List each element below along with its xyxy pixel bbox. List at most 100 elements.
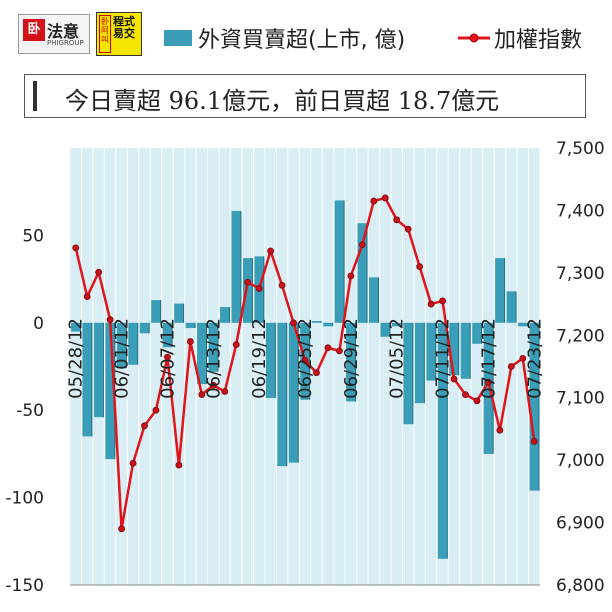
chengshi-logo-box: 卧阿叫 <box>99 15 111 53</box>
index-point-07/10/12 <box>427 300 435 308</box>
bar-07/09/12 <box>414 322 425 404</box>
index-point-07/03/12 <box>370 197 378 205</box>
index-point-05/31/12 <box>106 316 114 324</box>
bar-06/01/12 <box>116 322 127 369</box>
y-left-tick: -150 <box>5 576 44 596</box>
headline-bar <box>33 81 37 111</box>
index-point-06/22/12 <box>290 319 297 327</box>
index-point-07/05/12 <box>393 216 401 224</box>
bar-06/28/12 <box>334 200 345 323</box>
bar-07/03/12 <box>369 277 379 323</box>
index-point-06/20/12 <box>267 247 275 255</box>
y-right-tick: 7,000 <box>556 451 605 471</box>
y-right-tick: 6,800 <box>556 576 605 596</box>
fayi-logo: 卧 法意 PHIGROUP <box>18 14 90 54</box>
index-point-06/07/12 <box>164 353 171 361</box>
index-point-06/29/12 <box>347 272 355 280</box>
bar-07/18/12 <box>495 258 505 323</box>
x-tick-label: 07/17/12 <box>478 318 499 399</box>
bar-07/12/12 <box>449 322 459 376</box>
bar-05/29/12 <box>82 322 92 437</box>
index-point-07/12/12 <box>450 375 458 383</box>
y-left-tick: -100 <box>5 489 44 509</box>
index-point-06/25/12 <box>301 356 309 364</box>
fayi-logo-sub: PHIGROUP <box>47 39 84 47</box>
x-tick-label: 07/05/12 <box>387 318 408 399</box>
x-tick-label: 06/01/12 <box>112 318 133 399</box>
index-point-07/11/12 <box>439 297 446 305</box>
bar-05/30/12 <box>93 322 104 418</box>
bar-05/31/12 <box>105 322 115 460</box>
index-point-06/14/12 <box>221 388 229 395</box>
index-point-07/06/12 <box>404 225 412 233</box>
index-point-06/27/12 <box>324 344 332 352</box>
index-point-06/04/12 <box>129 459 137 467</box>
bar-07/06/12 <box>403 322 413 425</box>
y-left-tick: 0 <box>33 314 44 334</box>
y-right-tick: 7,300 <box>556 264 605 284</box>
bar-06/04/12 <box>128 322 138 365</box>
index-point-06/26/12 <box>313 369 320 377</box>
bar-07/13/12 <box>460 322 471 379</box>
index-point-07/02/12 <box>358 241 366 249</box>
index-point-07/17/12 <box>485 378 492 386</box>
index-point-07/20/12 <box>519 354 527 362</box>
index-point-06/06/12 <box>152 406 160 414</box>
bar-06/22/12 <box>288 322 299 463</box>
x-tick-label: 07/23/12 <box>524 318 545 399</box>
bar-07/23/12 <box>529 322 539 491</box>
x-tick-label: 06/29/12 <box>341 318 362 399</box>
chengshi-logo-text: 程式易交 <box>113 15 135 40</box>
y-right-tick: 7,400 <box>556 201 605 221</box>
bar-06/07/12 <box>162 322 173 348</box>
y-right-tick: 6,900 <box>556 514 605 534</box>
index-point-06/12/12 <box>198 391 206 398</box>
y-right-tick: 7,500 <box>556 139 605 159</box>
bar-07/10/12 <box>426 322 436 381</box>
index-point-06/18/12 <box>244 278 252 286</box>
y-right-tick: 7,100 <box>556 389 605 409</box>
index-point-06/15/12 <box>232 341 240 349</box>
x-tick-label: 06/13/12 <box>203 318 224 399</box>
bar-07/02/12 <box>357 223 368 323</box>
index-point-06/13/12 <box>209 381 217 389</box>
bar-07/17/12 <box>483 322 494 454</box>
index-point-07/09/12 <box>416 263 424 271</box>
bar-06/27/12 <box>323 322 333 327</box>
bar-07/11/12 <box>437 322 448 559</box>
headline-box: 今日賣超 96.1億元，前日買超 18.7億元 <box>24 74 586 118</box>
x-tick-label: 06/07/12 <box>157 318 178 399</box>
bar-06/29/12 <box>346 322 356 402</box>
bar-07/20/12 <box>518 322 528 327</box>
index-point-07/04/12 <box>381 194 389 202</box>
bar-06/12/12 <box>197 322 207 384</box>
fayi-logo-mark: 卧 <box>23 19 45 41</box>
y-right-tick: 7,200 <box>556 326 605 346</box>
bar-07/04/12 <box>380 322 390 337</box>
index-point-07/16/12 <box>473 397 481 405</box>
bar-07/16/12 <box>472 322 482 344</box>
index-point-05/30/12 <box>95 268 103 276</box>
headline-text: 今日賣超 96.1億元，前日買超 18.7億元 <box>65 87 500 115</box>
index-point-06/01/12 <box>118 525 125 533</box>
x-tick-label: 07/11/12 <box>433 318 454 399</box>
y-left-tick: 50 <box>22 226 44 246</box>
bar-06/20/12 <box>265 322 276 398</box>
bar-06/13/12 <box>208 322 219 372</box>
bar-05/28/12 <box>71 322 81 332</box>
bar-06/11/12 <box>185 322 196 329</box>
bar-06/06/12 <box>151 300 161 323</box>
bar-07/05/12 <box>391 322 402 327</box>
legend-bar-label: 外資買賣超(上市, 億) <box>198 28 406 53</box>
index-point-06/08/12 <box>175 461 183 469</box>
index-point-07/13/12 <box>462 391 469 398</box>
index-point-06/19/12 <box>255 285 263 292</box>
index-point-05/28/12 <box>72 244 80 252</box>
index-point-06/21/12 <box>278 281 286 289</box>
bar-06/14/12 <box>220 307 230 323</box>
y-left-tick: -50 <box>16 401 44 421</box>
chengshi-logo: 卧阿叫 程式易交 <box>96 12 142 56</box>
legend-bar-swatch <box>164 30 192 46</box>
bar-06/26/12 <box>311 321 322 323</box>
